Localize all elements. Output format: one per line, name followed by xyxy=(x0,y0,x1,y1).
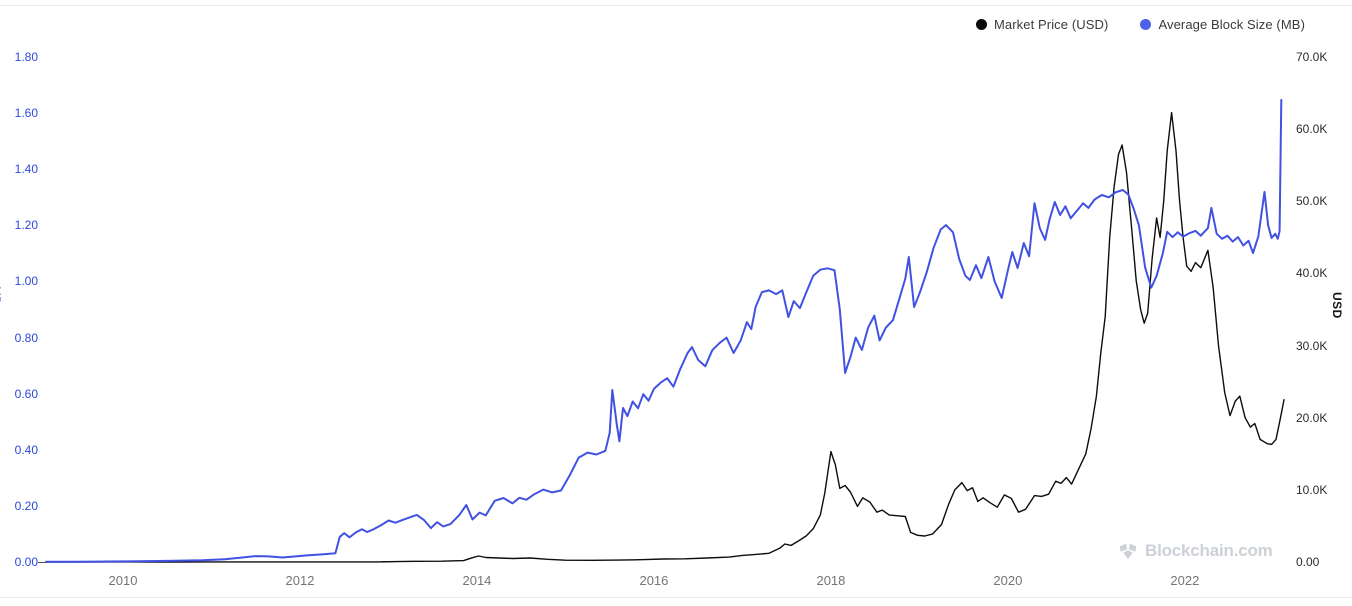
axis-tick-label: 2020 xyxy=(993,573,1023,588)
axis-tick-label: 40.0K xyxy=(1296,266,1328,281)
axis-tick-label: 1.80 xyxy=(14,50,38,64)
block-size-line xyxy=(45,98,1283,563)
market-price-dot-icon xyxy=(975,19,987,30)
axis-tick-label: 10.0K xyxy=(1296,482,1328,497)
axis-tick-label: 2018 xyxy=(816,573,846,588)
left-axis-title-clipped: MB xyxy=(0,286,3,304)
axis-tick-label: 2010 xyxy=(108,573,138,588)
legend-label-block-size: Average Block Size (MB) xyxy=(1158,17,1305,32)
axis-tick-label: 2016 xyxy=(639,573,669,588)
axis-tick-label: 0.40 xyxy=(14,442,38,457)
axis-tick-label: 0.20 xyxy=(14,498,38,513)
axis-tick-label: 0.60 xyxy=(14,386,38,401)
legend-label-market-price: Market Price (USD) xyxy=(993,17,1109,32)
axis-tick-label: 1.00 xyxy=(14,274,38,289)
axis-tick-label: 50.0K xyxy=(1296,194,1328,209)
legend-item-market-price[interactable]: Market Price (USD) xyxy=(975,17,1109,32)
axis-tick-label: 70.0K xyxy=(1296,50,1328,64)
chart-legend: Market Price (USD) Average Block Size (M… xyxy=(975,17,1305,32)
blockchain-gem-icon xyxy=(1119,543,1137,560)
axis-tick-label: 0.00 xyxy=(1296,555,1320,569)
axis-tick-label: 0.00 xyxy=(14,555,38,569)
axis-tick-label: 2012 xyxy=(285,573,315,588)
axis-tick-label: 0.80 xyxy=(14,330,38,345)
axis-tick-label: 1.60 xyxy=(14,106,38,121)
axis-tick-label: 20.0K xyxy=(1296,410,1328,425)
zero-tick-mark xyxy=(38,562,46,563)
axis-tick-label: 60.0K xyxy=(1296,122,1328,137)
axis-tick-label: 1.40 xyxy=(14,162,38,177)
watermark-text: Blockchain.com xyxy=(1145,541,1273,560)
block-size-dot-icon xyxy=(1140,19,1152,30)
axis-tick-label: 2022 xyxy=(1170,573,1200,588)
axis-tick-label: 1.20 xyxy=(14,218,38,233)
bottom-border-line xyxy=(0,597,1352,598)
axis-tick-label: 2014 xyxy=(462,573,492,588)
market-price-line xyxy=(45,111,1285,563)
top-border-line xyxy=(0,5,1352,6)
legend-item-block-size[interactable]: Average Block Size (MB) xyxy=(1140,17,1305,32)
watermark[interactable]: Blockchain.com xyxy=(1117,540,1273,562)
axis-tick-label: 30.0K xyxy=(1296,338,1328,353)
right-axis-title: USD xyxy=(1330,292,1344,319)
